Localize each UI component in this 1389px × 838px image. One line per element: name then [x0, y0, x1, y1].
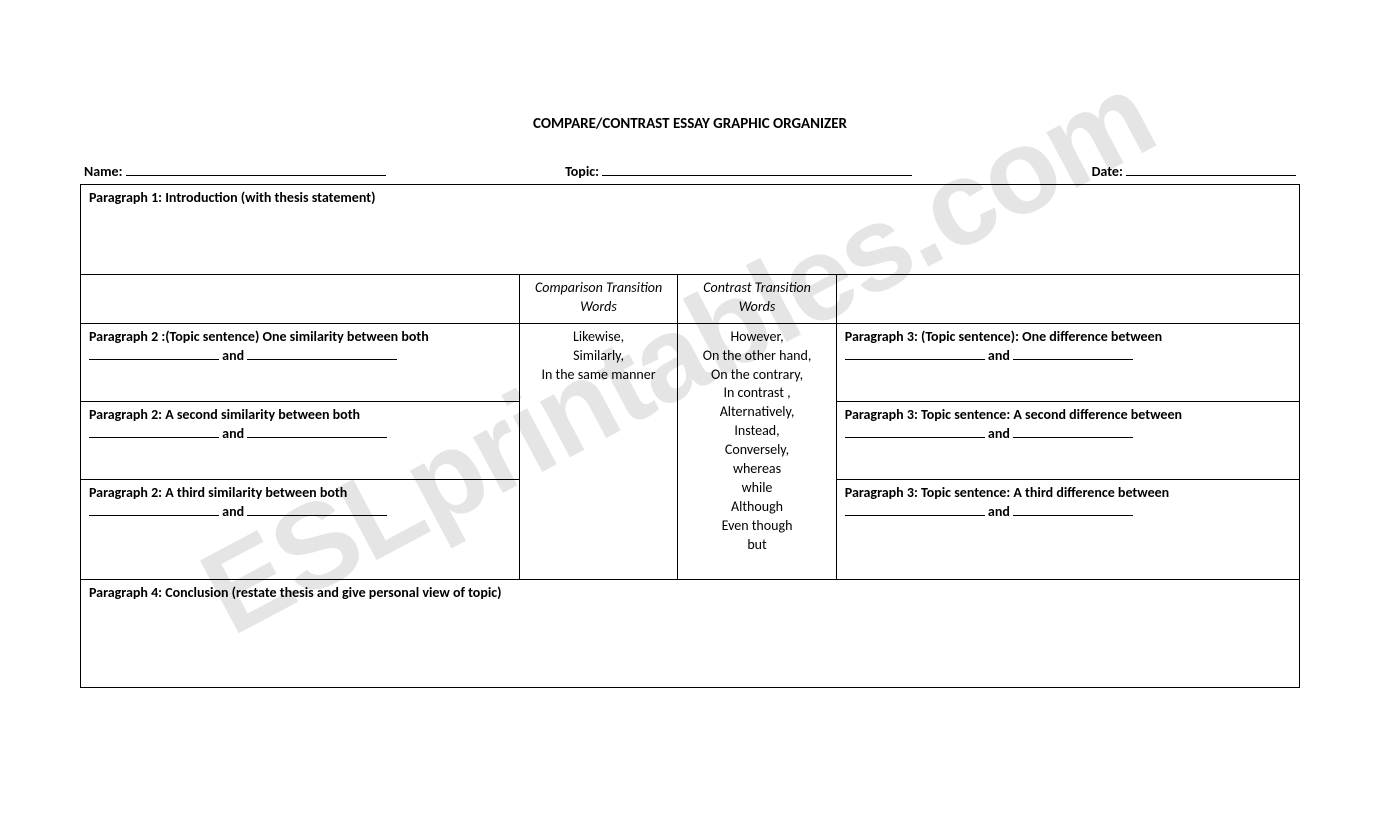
blank-header-left: [81, 275, 520, 324]
p3c-text-pre: Paragraph 3: Topic sentence: A third dif…: [845, 484, 1169, 501]
p2c-blank2: [247, 503, 387, 516]
p2a-blank1: [89, 347, 219, 360]
p3b-text-mid: and: [985, 425, 1013, 442]
topic-label: Topic:: [565, 163, 599, 180]
p2b-blank1: [89, 425, 219, 438]
p2b-text-pre: Paragraph 2: A second similarity between…: [89, 406, 360, 423]
para3-third-difference: Paragraph 3: Topic sentence: A third dif…: [836, 479, 1299, 579]
p3a-text-pre: Paragraph 3: (Topic sentence): One diffe…: [845, 328, 1162, 345]
p2b-text-mid: and: [219, 425, 247, 442]
contrast-header: Contrast Transition Words: [678, 275, 836, 324]
para3-first-difference: Paragraph 3: (Topic sentence): One diffe…: [836, 323, 1299, 401]
meta-row: Name: Topic: Date:: [80, 163, 1300, 180]
p3b-blank1: [845, 425, 985, 438]
contrast-words: However, On the other hand, On the contr…: [703, 328, 812, 553]
intro-label: Paragraph 1: Introduction (with thesis s…: [89, 189, 375, 206]
name-blank: [126, 163, 386, 176]
p2b-blank2: [247, 425, 387, 438]
date-blank: [1126, 163, 1296, 176]
comparison-words-cell: Likewise, Similarly, In the same manner: [519, 323, 677, 579]
organizer-table: Paragraph 1: Introduction (with thesis s…: [80, 184, 1300, 688]
para2-third-similarity: Paragraph 2: A third similarity between …: [81, 479, 520, 579]
p2c-text-pre: Paragraph 2: A third similarity between …: [89, 484, 347, 501]
p2a-text-pre: Paragraph 2 :(Topic sentence) One simila…: [89, 328, 429, 345]
date-field: Date:: [1092, 163, 1296, 180]
p2a-blank2: [247, 347, 397, 360]
blank-header-right: [836, 275, 1299, 324]
p3a-text-mid: and: [985, 347, 1013, 364]
topic-field: Topic:: [565, 163, 912, 180]
date-label: Date:: [1092, 163, 1123, 180]
comparison-header: Comparison Transition Words: [519, 275, 677, 324]
p3b-blank2: [1013, 425, 1133, 438]
p3a-blank2: [1013, 347, 1133, 360]
para3-second-difference: Paragraph 3: Topic sentence: A second di…: [836, 401, 1299, 479]
intro-row: Paragraph 1: Introduction (with thesis s…: [81, 185, 1300, 275]
p3c-blank1: [845, 503, 985, 516]
conclusion-cell: Paragraph 4: Conclusion (restate thesis …: [81, 579, 1300, 687]
para2-second-similarity: Paragraph 2: A second similarity between…: [81, 401, 520, 479]
comparison-words: Likewise, Similarly, In the same manner: [541, 328, 655, 383]
transition-header-row: Comparison Transition Words Contrast Tra…: [81, 275, 1300, 324]
p2c-text-mid: and: [219, 503, 247, 520]
p2a-text-mid: and: [219, 347, 247, 364]
p3c-text-mid: and: [985, 503, 1013, 520]
conclusion-label: Paragraph 4: Conclusion (restate thesis …: [89, 584, 502, 601]
conclusion-row: Paragraph 4: Conclusion (restate thesis …: [81, 579, 1300, 687]
p3c-blank2: [1013, 503, 1133, 516]
p3a-blank1: [845, 347, 985, 360]
para2-first-similarity: Paragraph 2 :(Topic sentence) One simila…: [81, 323, 520, 401]
name-field: Name:: [84, 163, 386, 180]
page-title: COMPARE/CONTRAST ESSAY GRAPHIC ORGANIZER: [80, 115, 1300, 133]
p3b-text-pre: Paragraph 3: Topic sentence: A second di…: [845, 406, 1182, 423]
p2c-blank1: [89, 503, 219, 516]
contrast-words-cell: However, On the other hand, On the contr…: [678, 323, 836, 579]
intro-cell: Paragraph 1: Introduction (with thesis s…: [81, 185, 1300, 275]
topic-blank: [602, 163, 912, 176]
body-row-1: Paragraph 2 :(Topic sentence) One simila…: [81, 323, 1300, 401]
name-label: Name:: [84, 163, 122, 180]
worksheet-page: COMPARE/CONTRAST ESSAY GRAPHIC ORGANIZER…: [80, 115, 1300, 688]
